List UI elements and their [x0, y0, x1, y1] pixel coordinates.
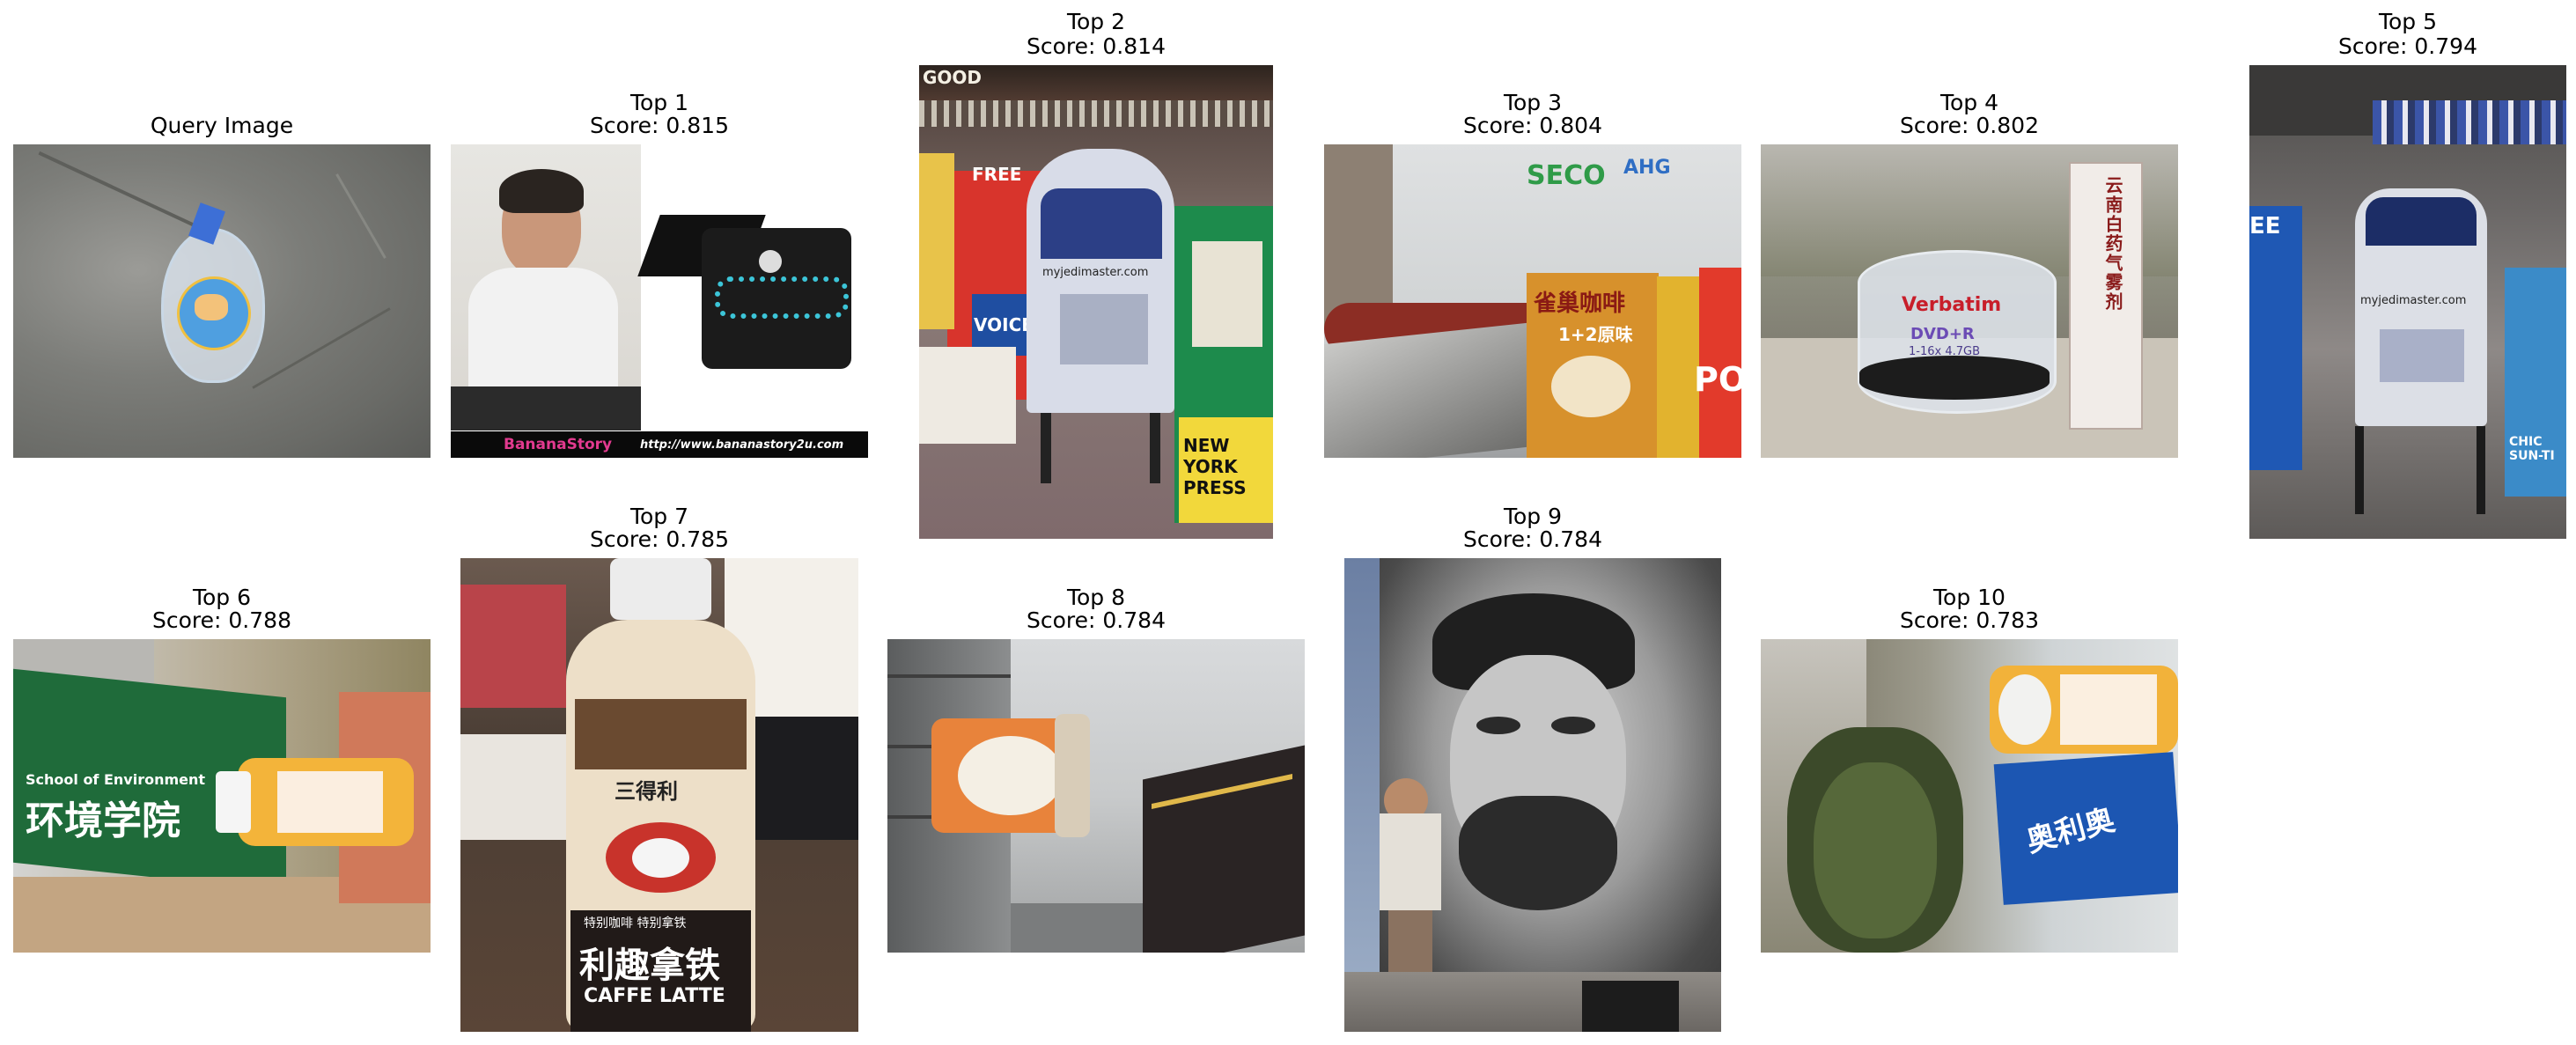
mailbox-brand: myjedimaster.com — [1042, 266, 1149, 279]
bottle-chinese: 利趣拿铁 — [579, 946, 720, 986]
sign-free: EE — [2249, 213, 2281, 239]
result-score: Score: 0.815 — [590, 113, 729, 138]
result-panel-top-1: Top 1 Score: 0.815 BananaStory http://ww… — [451, 86, 868, 458]
sign-chic: CHIC SUN-TI — [2509, 435, 2555, 463]
result-image: 奥利奥 — [1761, 639, 2178, 953]
result-image: School of Environment 环境学院 — [13, 639, 431, 953]
sign-ahg: AHG — [1623, 157, 1671, 179]
school-english: School of Environment — [26, 771, 206, 788]
bottle-line1: 特别咖啡 特别拿铁 — [584, 916, 687, 931]
school-chinese: 环境学院 — [26, 798, 180, 843]
result-score: Score: 0.784 — [1027, 607, 1166, 633]
result-panel-top-7: Top 7 Score: 0.785 三得利 特别咖啡 特别拿铁 利趣拿铁 CA… — [460, 504, 858, 1032]
box-flavor: 1+2原味 — [1558, 324, 1633, 345]
result-title: Top 4 — [1939, 90, 1999, 115]
box-poc: POC — [1694, 360, 1741, 399]
result-title: Top 3 — [1503, 90, 1563, 115]
result-panel-top-5: Top 5 Score: 0.794 EE myjedimaster.com C… — [2249, 9, 2566, 539]
result-score: Score: 0.784 — [1463, 526, 1602, 552]
mailbox-brand: myjedimaster.com — [2360, 294, 2467, 307]
result-image: SECO AHG 雀巢咖啡 1+2原味 POC — [1324, 144, 1741, 458]
box-label: 云南白药气雾剂 — [2102, 176, 2123, 312]
disc-speed: 1-16x 4.7GB — [1909, 345, 1980, 358]
banner-right: http://www.bananastory2u.com — [640, 438, 844, 452]
result-title: Top 9 — [1503, 504, 1563, 529]
result-panel-top-2: Top 2 Score: 0.814 GOOD FREE VOICE myjed… — [919, 9, 1273, 539]
result-score: Score: 0.804 — [1463, 113, 1602, 138]
result-title: Top 2 — [1066, 9, 1126, 34]
sign-voice: VOICE — [974, 314, 1034, 335]
result-title: Top 8 — [1066, 585, 1126, 610]
banner-left: BananaStory — [504, 436, 613, 453]
result-image: EE myjedimaster.com CHIC SUN-TI — [2249, 65, 2566, 539]
sign-free: FREE — [972, 164, 1022, 185]
query-title: Query Image — [150, 113, 294, 138]
sign-seco: SECO — [1527, 160, 1606, 191]
query-panel: Query Image — [13, 109, 431, 458]
disc-dvd: DVD+R — [1910, 325, 1975, 343]
sign-nyp: NEW YORK PRESS — [1183, 435, 1247, 498]
result-panel-top-3: Top 3 Score: 0.804 SECO AHG 雀巢咖啡 1+2原味 P… — [1324, 86, 1741, 458]
result-image: BananaStory http://www.bananastory2u.com — [451, 144, 868, 458]
box-coffee: 雀巢咖啡 — [1534, 291, 1626, 317]
result-image — [887, 639, 1305, 953]
bottle-brand: 三得利 — [615, 779, 678, 804]
result-panel-top-8: Top 8 Score: 0.784 — [887, 581, 1305, 953]
sign-good: GOOD — [923, 67, 983, 88]
result-image: GOOD FREE VOICE myjedimaster.com NEW YOR… — [919, 65, 1273, 539]
result-panel-top-9: Top 9 Score: 0.784 — [1344, 504, 1721, 1032]
result-title: Top 1 — [629, 90, 689, 115]
result-image: 三得利 特别咖啡 特别拿铁 利趣拿铁 CAFFE LATTE — [460, 558, 858, 1032]
result-score: Score: 0.814 — [1027, 33, 1166, 59]
query-image — [13, 144, 431, 458]
bottle-caffe: CAFFE LATTE — [584, 985, 725, 1007]
result-score: Score: 0.783 — [1900, 607, 2039, 633]
result-title: Top 5 — [2378, 9, 2438, 34]
result-panel-top-6: Top 6 Score: 0.788 School of Environment… — [13, 581, 431, 953]
result-image: Verbatim DVD+R 1-16x 4.7GB 云南白药气雾剂 — [1761, 144, 2178, 458]
result-title: Top 7 — [629, 504, 689, 529]
result-panel-top-10: Top 10 Score: 0.783 奥利奥 — [1761, 581, 2178, 953]
result-score: Score: 0.788 — [152, 607, 291, 633]
result-title: Top 10 — [1933, 585, 2006, 610]
result-panel-top-4: Top 4 Score: 0.802 Verbatim DVD+R 1-16x … — [1761, 86, 2178, 458]
disc-brand: Verbatim — [1902, 294, 2002, 316]
result-score: Score: 0.785 — [590, 526, 729, 552]
result-score: Score: 0.802 — [1900, 113, 2039, 138]
result-score: Score: 0.794 — [2338, 33, 2477, 59]
result-image — [1344, 558, 1721, 1032]
result-title: Top 6 — [192, 585, 252, 610]
